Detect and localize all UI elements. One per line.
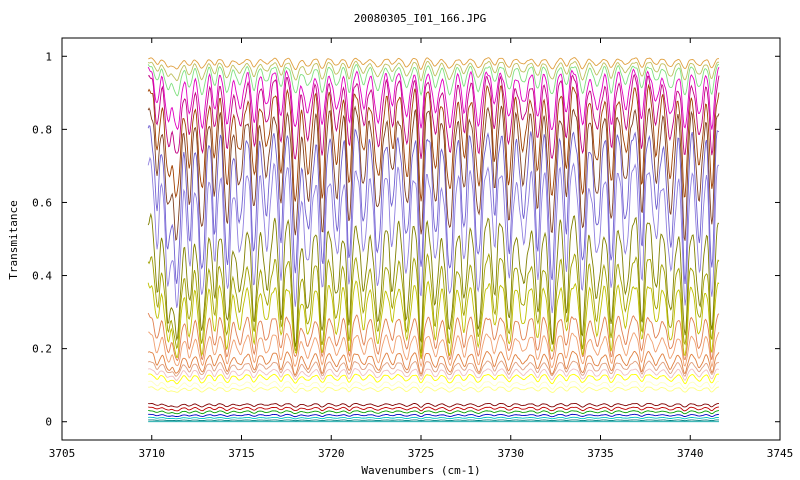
x-tick-label: 3705 [49, 447, 76, 460]
series-line [147, 156, 720, 314]
series-layer [147, 57, 720, 423]
y-tick-label: 0.4 [32, 270, 52, 283]
y-axis-label: Transmitance [7, 200, 20, 279]
series-line [148, 413, 720, 418]
series-line [148, 402, 719, 408]
series-line [148, 386, 719, 394]
y-tick-label: 0.8 [32, 123, 52, 136]
x-tick-label: 3720 [318, 447, 345, 460]
y-tick-label: 0 [45, 416, 52, 429]
series-line [148, 57, 720, 71]
series-line [148, 368, 720, 381]
series-line [148, 419, 719, 422]
series-line [148, 380, 719, 390]
series-line [147, 83, 720, 202]
x-axis-ticks: 3705 3710 3715 3720 3725 3730 3735 3740 3745 [49, 38, 794, 460]
series-line [147, 360, 720, 378]
series-line [147, 212, 720, 347]
series-line [147, 73, 720, 160]
series-line [147, 125, 720, 285]
x-tick-label: 3735 [587, 447, 614, 460]
x-tick-label: 3725 [408, 447, 435, 460]
series-line [147, 280, 720, 359]
x-tick-label: 3740 [677, 447, 704, 460]
series-line [148, 406, 719, 412]
y-tick-label: 1 [45, 50, 52, 63]
y-tick-label: 0.6 [32, 196, 52, 209]
series-line [147, 350, 720, 376]
x-tick-label: 3715 [228, 447, 255, 460]
series-line [147, 63, 720, 97]
series-line [147, 252, 720, 354]
series-line [148, 331, 720, 369]
series-line [148, 373, 720, 385]
series-line [147, 105, 720, 241]
series-line [147, 312, 720, 362]
x-tick-label: 3745 [767, 447, 794, 460]
y-tick-label: 0.2 [32, 343, 52, 356]
series-line [148, 416, 720, 420]
series-line [148, 410, 720, 415]
x-axis-label: Wavenumbers (cm-1) [361, 464, 480, 477]
chart-title: 20080305_I01_166.JPG [354, 12, 486, 25]
series-line [147, 66, 720, 131]
y-axis-ticks: 0 0.2 0.4 0.6 0.8 1 [32, 50, 780, 429]
x-tick-label: 3710 [139, 447, 166, 460]
series-line [147, 60, 720, 82]
x-tick-label: 3730 [498, 447, 525, 460]
